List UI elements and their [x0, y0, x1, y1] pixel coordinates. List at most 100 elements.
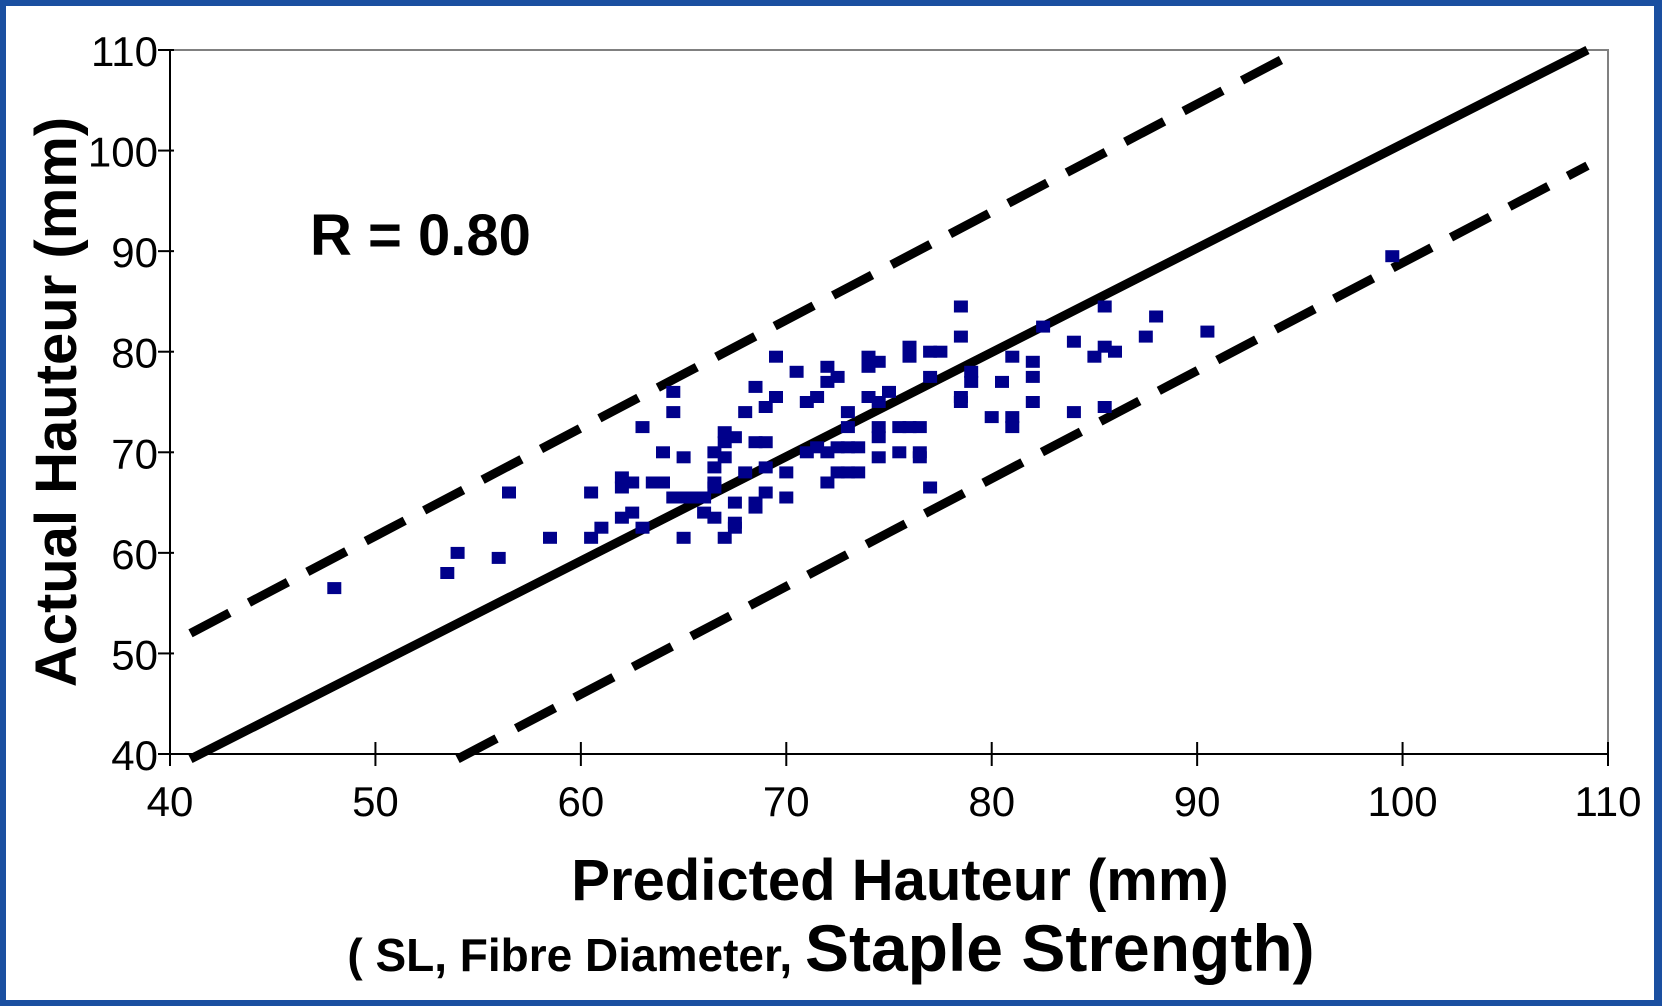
data-point — [1149, 310, 1164, 323]
data-point — [964, 375, 979, 388]
data-point — [758, 486, 773, 499]
data-point — [1025, 355, 1040, 368]
data-point — [871, 431, 886, 444]
y-tick-label: 100 — [88, 129, 158, 176]
x-tick-label: 70 — [763, 778, 810, 825]
subtitle-emphasis: Staple Strength — [804, 911, 1293, 985]
data-point — [625, 506, 640, 519]
data-point — [769, 391, 783, 403]
data-point — [830, 370, 845, 383]
confidence-bound-line-2 — [455, 161, 1590, 763]
data-point — [1108, 345, 1122, 358]
data-point — [1138, 330, 1153, 343]
data-point — [676, 531, 691, 544]
data-point — [912, 451, 927, 464]
data-point — [502, 486, 516, 499]
data-point — [738, 406, 753, 419]
data-point — [933, 345, 948, 358]
data-point — [727, 516, 742, 529]
data-point — [1087, 350, 1102, 363]
data-point — [676, 451, 691, 464]
data-point — [789, 365, 804, 378]
data-point — [635, 521, 650, 534]
data-point — [923, 370, 938, 383]
x-axis-label: Predicted Hauteur (mm) — [571, 848, 1228, 913]
data-point — [779, 466, 794, 479]
y-axis-label: Actual Hauteur (mm) — [24, 117, 89, 687]
data-point — [1200, 325, 1215, 338]
data-point — [1097, 300, 1112, 313]
data-point — [491, 551, 506, 564]
axes — [169, 50, 1608, 755]
x-tick-label: 110 — [1575, 778, 1642, 825]
data-point — [902, 340, 917, 353]
data-point — [707, 476, 722, 489]
reference-lines — [188, 45, 1590, 764]
data-point — [748, 501, 763, 514]
one-to-one-line — [188, 45, 1590, 764]
data-point — [717, 531, 732, 544]
data-point — [738, 466, 753, 479]
confidence-bound-line-1 — [188, 46, 1302, 638]
data-point — [707, 511, 722, 524]
y-tick-label: 90 — [111, 229, 158, 276]
data-point — [871, 355, 886, 368]
data-point — [543, 531, 557, 544]
data-point — [871, 451, 886, 464]
data-point — [666, 385, 681, 398]
data-point — [1097, 401, 1112, 413]
data-point — [984, 411, 999, 424]
data-point — [656, 446, 670, 459]
data-point — [892, 446, 907, 459]
y-tick-label: 50 — [111, 631, 158, 678]
y-tick-label: 70 — [111, 430, 158, 477]
data-point — [953, 300, 968, 313]
data-point — [1066, 406, 1081, 419]
y-tick-label: 80 — [111, 330, 158, 377]
data-point — [871, 421, 886, 434]
x-tick-label: 100 — [1368, 778, 1438, 825]
data-point — [1005, 421, 1020, 434]
data-point — [1005, 411, 1020, 424]
data-point — [840, 406, 855, 419]
data-point — [717, 451, 732, 464]
x-tick-label: 60 — [557, 778, 604, 825]
subtitle-suffix: ) — [1292, 911, 1315, 985]
data-point — [810, 391, 825, 403]
r-value-annotation: R = 0.80 — [310, 203, 531, 268]
data-point — [1005, 350, 1020, 363]
data-point — [779, 491, 794, 504]
data-point — [727, 431, 742, 444]
data-point — [1385, 250, 1400, 263]
x-tick-label: 80 — [968, 778, 1015, 825]
data-point — [871, 396, 886, 408]
y-tick-label: 60 — [111, 531, 158, 578]
x-tick-label: 90 — [1174, 778, 1221, 825]
data-point — [584, 486, 599, 499]
data-point — [327, 582, 342, 595]
data-point — [697, 491, 712, 504]
chart-subtitle: ( SL, Fibre Diameter, Staple Strength) — [0, 910, 1662, 986]
data-point — [912, 421, 927, 434]
data-point — [882, 385, 896, 398]
y-tick-label: 110 — [91, 28, 158, 75]
data-point — [450, 546, 465, 559]
data-point — [923, 481, 938, 494]
data-point — [666, 406, 681, 419]
data-point — [727, 496, 742, 509]
axis-ticks: 40 50 60 70 80 90 100 110 40 50 60 70 80 90 100 110 — [88, 28, 1642, 825]
data-point — [964, 365, 979, 378]
data-point — [995, 375, 1009, 388]
data-point — [697, 506, 712, 519]
data-point — [707, 461, 722, 474]
data-point — [902, 350, 917, 363]
x-tick-label: 40 — [147, 778, 194, 825]
x-tick-label: 50 — [352, 778, 399, 825]
data-point — [1025, 396, 1040, 408]
y-tick-label: 40 — [111, 732, 158, 779]
data-point — [748, 380, 763, 393]
data-point — [758, 461, 773, 474]
data-points — [327, 250, 1400, 595]
